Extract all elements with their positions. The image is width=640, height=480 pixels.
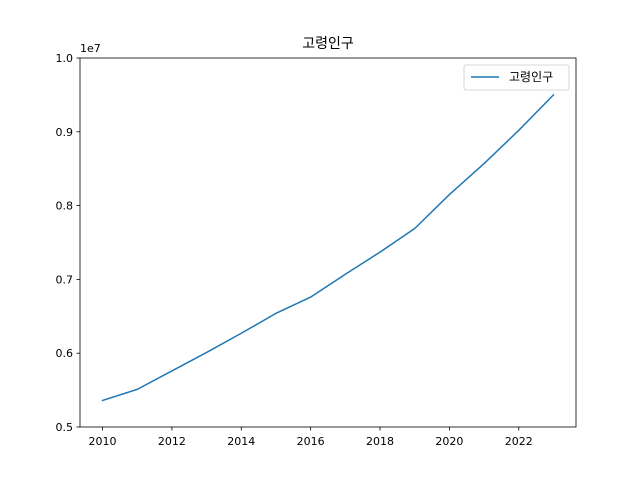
x-tick-label: 2010 <box>89 435 117 448</box>
y-axis-ticks: 0.5 0.6 0.7 0.8 0.9 1.0 <box>56 52 80 434</box>
x-tick-label: 2022 <box>505 435 533 448</box>
series-group <box>101 93 555 402</box>
y-tick-label: 0.8 <box>56 200 74 213</box>
series-line <box>101 93 555 402</box>
plot-frame <box>79 57 577 428</box>
axes <box>79 57 577 428</box>
y-tick-label: 0.9 <box>56 126 74 139</box>
legend-box <box>463 64 570 91</box>
x-tick-label: 2016 <box>297 435 325 448</box>
y-scale-label: 1e7 <box>80 42 101 55</box>
x-axis-ticks: 2010 2012 2014 2016 2018 2020 2022 <box>89 427 533 448</box>
x-tick-label: 2014 <box>227 435 255 448</box>
legend: 고령인구 <box>463 64 570 91</box>
x-tick-label: 2012 <box>158 435 186 448</box>
chart-title: 고령인구 <box>302 36 354 52</box>
y-tick-label: 0.6 <box>56 347 74 360</box>
x-tick-label: 2020 <box>435 435 463 448</box>
y-tick-label: 0.5 <box>56 421 74 434</box>
x-tick-label: 2018 <box>366 435 394 448</box>
legend-label: 고령인구 <box>509 70 553 84</box>
y-tick-label: 1.0 <box>56 52 74 65</box>
y-tick-label: 0.7 <box>56 273 74 286</box>
